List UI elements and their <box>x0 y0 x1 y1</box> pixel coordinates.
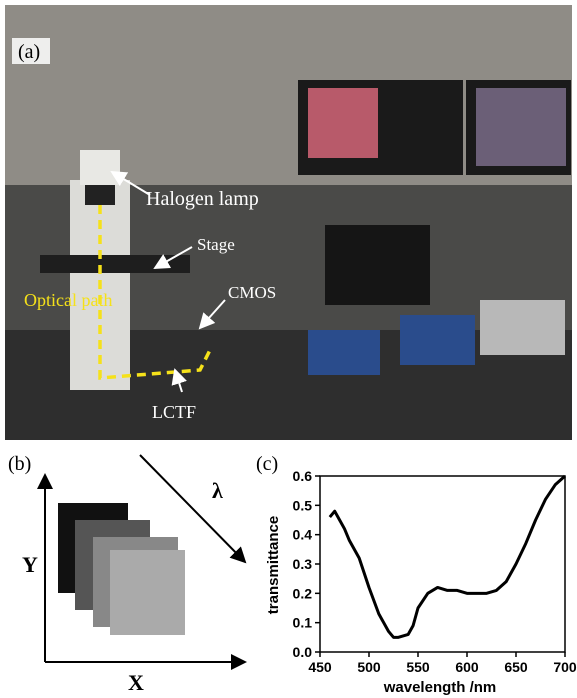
x-tick-label: 700 <box>553 659 577 675</box>
y-tick-label: 0.4 <box>293 527 313 543</box>
x-tick-label: 550 <box>406 659 430 675</box>
panel-label: (a) <box>18 41 40 63</box>
axis-label: X <box>128 670 144 695</box>
axis-label: Y <box>22 552 38 577</box>
y-tick-label: 0.5 <box>293 497 313 513</box>
data-line <box>330 476 565 637</box>
annotation: LCTF <box>152 402 196 422</box>
annotation: CMOS <box>228 283 276 302</box>
x-axis-title: wavelength /nm <box>383 679 497 696</box>
figure: (a) Halogen lamp Stage Optical path CMOS… <box>0 0 577 698</box>
y-tick-label: 0.1 <box>293 615 313 631</box>
annotation: Stage <box>197 235 235 254</box>
x-tick-label: 600 <box>455 659 479 675</box>
x-tick-label: 450 <box>308 659 332 675</box>
y-tick-label: 0.3 <box>293 556 313 572</box>
panel-label: (c) <box>256 453 278 475</box>
annotation: Halogen lamp <box>146 188 259 210</box>
cube-stack <box>58 503 185 635</box>
plot-frame <box>320 476 565 652</box>
y-tick-label: 0.6 <box>293 468 313 484</box>
y-tick-label: 0.0 <box>293 644 313 660</box>
annotation: Optical path <box>24 290 112 310</box>
y-tick-label: 0.2 <box>293 585 313 601</box>
photo <box>5 5 572 440</box>
axis-label: λ <box>212 478 223 503</box>
x-tick-label: 650 <box>504 659 528 675</box>
y-axis-title: transmittance <box>265 516 282 614</box>
x-tick-label: 500 <box>357 659 381 675</box>
panel-label: (b) <box>8 453 31 475</box>
